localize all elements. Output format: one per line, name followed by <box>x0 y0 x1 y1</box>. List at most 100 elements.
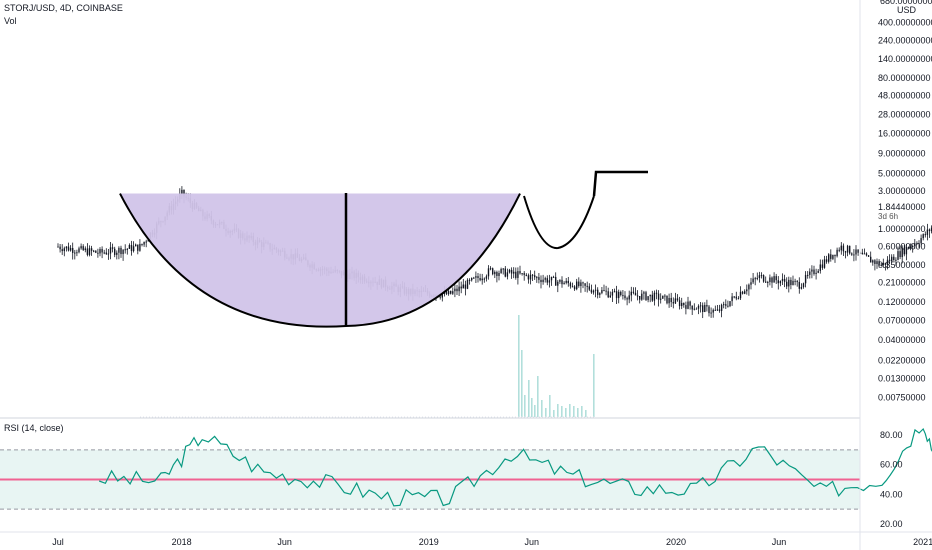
candle-body <box>863 253 866 255</box>
candle-body <box>664 295 666 297</box>
candle-body <box>130 245 133 252</box>
candle-body <box>779 280 782 284</box>
candle-body <box>471 277 473 281</box>
candle-body <box>781 278 784 281</box>
candle-body <box>135 244 137 247</box>
candle-body <box>723 304 725 306</box>
candle-body <box>498 272 500 276</box>
candle-body <box>63 248 65 252</box>
candle-body <box>74 252 76 254</box>
countdown-label: 3d 6h <box>878 212 898 221</box>
candle-body <box>878 261 880 266</box>
candle-body <box>578 281 580 287</box>
rsi-line <box>98 427 932 507</box>
candle-body <box>718 309 721 311</box>
candle-body <box>825 259 828 262</box>
volume-bar <box>573 406 575 417</box>
price-tick-label: 0.07000000 <box>878 316 926 326</box>
candle-body <box>788 279 790 287</box>
price-tick-label: 48.00000000 <box>878 91 931 101</box>
candle-body <box>107 253 110 255</box>
cup-curve <box>119 193 521 328</box>
candle-body <box>634 292 637 296</box>
candle-body <box>840 245 842 251</box>
candle-body <box>618 291 620 299</box>
candle-body <box>830 254 832 259</box>
candle-body <box>504 268 506 277</box>
candle-body <box>853 254 855 256</box>
candle-body <box>523 273 525 275</box>
candle-body <box>101 249 103 253</box>
rsi-tick-label: 80.00 <box>880 430 903 440</box>
price-axis-currency: USD <box>897 5 917 15</box>
candle-body <box>662 295 664 299</box>
candle-body <box>86 248 89 255</box>
candle-body <box>819 264 821 271</box>
candle-body <box>111 247 114 249</box>
price-tick-label: 0.04000000 <box>878 335 926 345</box>
candle-body <box>786 281 788 287</box>
candle-body <box>909 246 912 249</box>
candle-body <box>655 292 658 294</box>
candle-body <box>88 248 91 255</box>
candle-body <box>90 248 93 251</box>
candle-body <box>691 305 693 310</box>
candle-body <box>529 274 532 280</box>
candle-body <box>842 245 845 252</box>
candle-body <box>103 252 105 254</box>
candle-body <box>181 189 183 194</box>
candle-body <box>584 283 586 286</box>
candle-body <box>565 280 567 283</box>
candle-body <box>445 291 448 295</box>
candle-body <box>888 259 891 262</box>
candle-body <box>563 282 565 285</box>
candle-body <box>132 246 135 252</box>
time-axis[interactable]: Jul2018Jun2019Jun2020Jun2021Jun2022Jun20… <box>0 531 932 547</box>
candle-body <box>622 295 624 297</box>
volume-bar <box>581 406 583 417</box>
candle-body <box>699 305 702 307</box>
volume-bar <box>528 380 530 417</box>
candle-body <box>914 243 916 246</box>
time-tick-label: 2020 <box>666 537 686 547</box>
candle-body <box>57 246 59 248</box>
candle-body <box>922 234 924 239</box>
candle-body <box>897 251 899 260</box>
candle-body <box>739 291 742 299</box>
candle-body <box>832 254 834 259</box>
candle-body <box>811 269 813 272</box>
candle-body <box>880 264 882 266</box>
candle-body <box>124 249 126 251</box>
candle-body <box>735 296 737 299</box>
candle-body <box>792 280 794 286</box>
time-tick-label: Jun <box>772 537 787 547</box>
candle-body <box>796 281 798 283</box>
candle-body <box>458 286 460 292</box>
candle-body <box>901 247 903 258</box>
candle-body <box>475 276 477 278</box>
candle-body <box>647 296 649 301</box>
candle-body <box>494 271 496 275</box>
candle-body <box>926 229 929 235</box>
candle-body <box>82 246 84 251</box>
volume-bar <box>531 398 533 417</box>
volume-bar <box>534 405 536 417</box>
candle-body <box>559 279 561 282</box>
candle-body <box>670 297 672 303</box>
candle-body <box>613 291 616 293</box>
candle-body <box>666 295 668 304</box>
candle-body <box>720 304 723 311</box>
candle-body <box>727 305 729 307</box>
candle-body <box>649 294 651 297</box>
candle-body <box>876 261 878 264</box>
candle-body <box>676 298 679 301</box>
candle-body <box>626 298 628 300</box>
candle-body <box>903 247 905 255</box>
candle-body <box>95 250 97 253</box>
candle-body <box>641 293 643 300</box>
candle-body <box>508 269 511 273</box>
candle-body <box>72 247 74 253</box>
candle-body <box>836 249 838 257</box>
